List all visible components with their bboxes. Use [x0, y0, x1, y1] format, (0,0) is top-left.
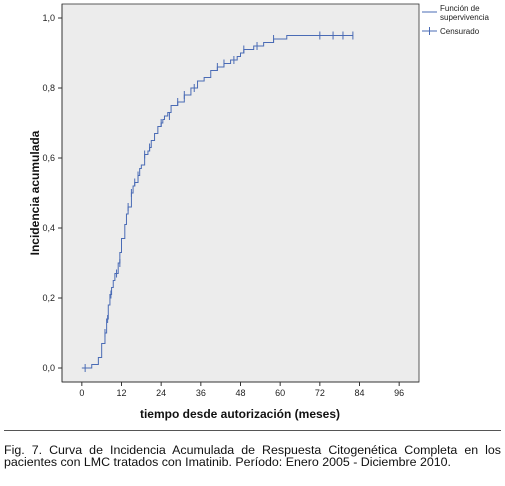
- x-tick-label: 60: [275, 388, 285, 398]
- y-tick-label: 0,8: [42, 83, 55, 93]
- legend-item-survival-line2: supervivencia: [440, 13, 489, 22]
- y-tick-label: 0,4: [42, 223, 55, 233]
- x-tick-label: 0: [79, 388, 84, 398]
- x-tick-label: 24: [156, 388, 166, 398]
- censor-marks: [84, 31, 354, 372]
- x-tick-label: 84: [354, 388, 364, 398]
- x-tick-label: 36: [196, 388, 206, 398]
- y-tick-label: 0,2: [42, 293, 55, 303]
- legend-item-censored: Censurado: [440, 27, 480, 36]
- legend: Función de supervivencia Censurado: [422, 4, 489, 36]
- y-tick-label: 1,0: [42, 13, 55, 23]
- y-tick-label: 0,6: [42, 153, 55, 163]
- y-axis-title: Incidencia acumulada: [28, 130, 42, 255]
- x-tick-label: 12: [116, 388, 126, 398]
- x-tick-label: 48: [235, 388, 245, 398]
- x-axis-title: tiempo desde autorización (meses): [140, 407, 340, 421]
- x-tick-label: 72: [315, 388, 325, 398]
- figure-caption: Fig. 7. Curva de Incidencia Acumulada de…: [4, 443, 501, 469]
- caption-divider: [4, 430, 501, 431]
- survival-chart: 0,0 0,2 0,4 0,6 0,8 1,0 0 12 24 36 48 60 72 84 96 Inc…: [28, 3, 489, 421]
- x-axis-ticks: 0 12 24 36 48 60 72 84 96: [79, 382, 404, 398]
- y-axis-ticks: 0,0 0,2 0,4 0,6 0,8 1,0: [42, 13, 62, 373]
- y-tick-label: 0,0: [42, 363, 55, 373]
- legend-item-survival-line1: Función de: [440, 4, 480, 13]
- plot-area: [61, 3, 420, 383]
- x-tick-label: 96: [394, 388, 404, 398]
